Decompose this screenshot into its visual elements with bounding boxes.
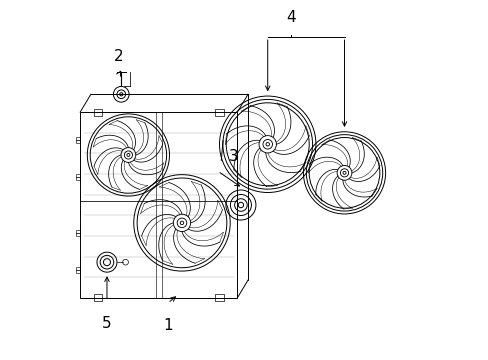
Text: 5: 5 [102, 316, 112, 331]
Text: 2: 2 [114, 49, 123, 64]
Bar [76, 174, 80, 180]
Text: 4: 4 [285, 10, 295, 24]
Bar [76, 230, 80, 236]
Text: 1: 1 [163, 318, 172, 333]
Bar [215, 294, 224, 301]
Bar [215, 109, 224, 116]
Bar [94, 294, 102, 301]
Bar [76, 137, 80, 143]
Text: 3: 3 [228, 149, 238, 164]
Bar [76, 267, 80, 273]
Bar [94, 109, 102, 116]
